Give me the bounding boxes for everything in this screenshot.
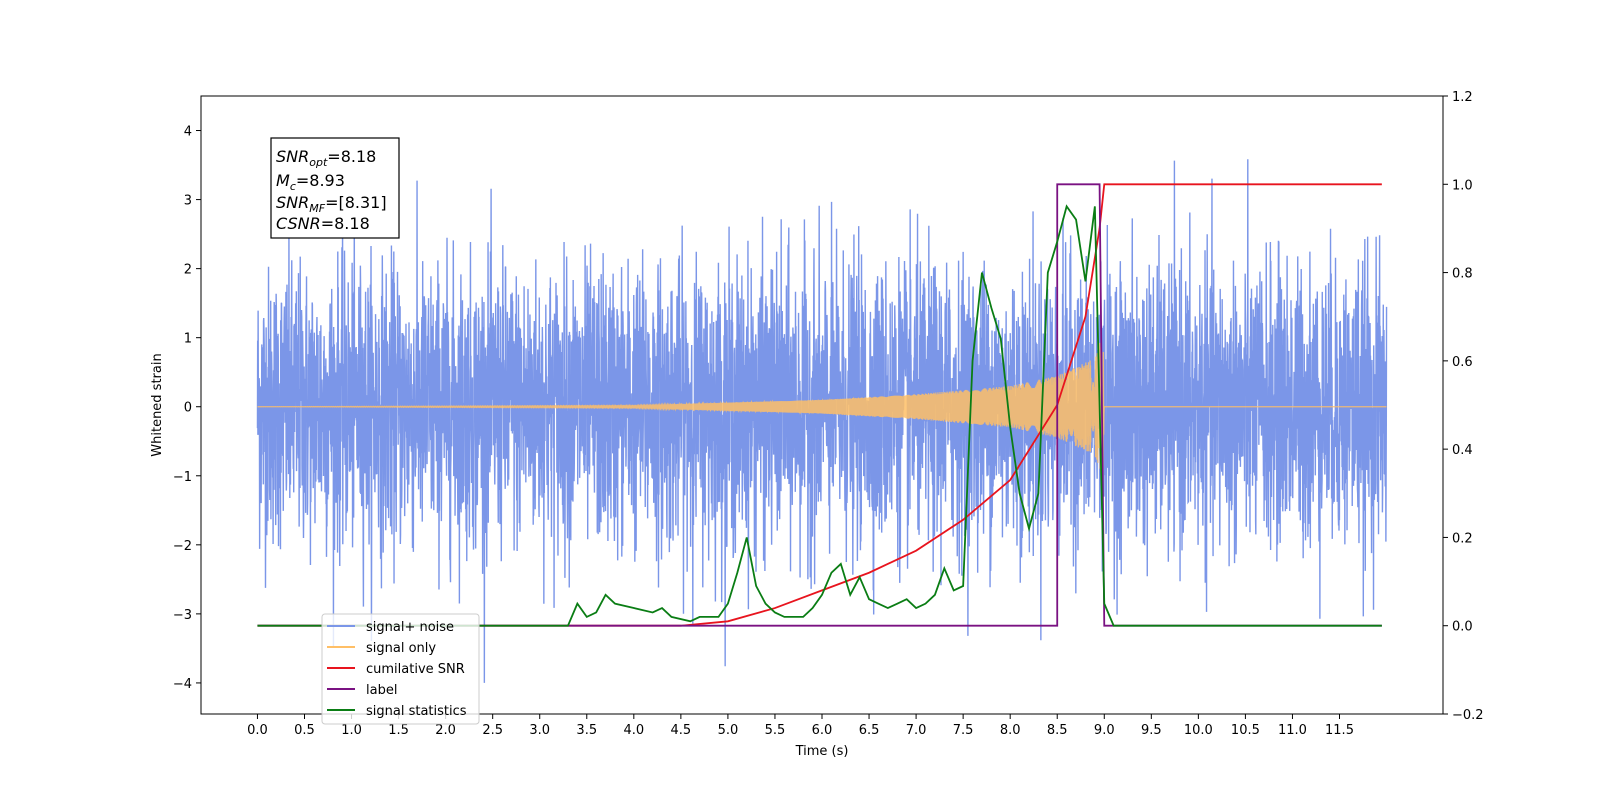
stats-symbol: M — [276, 171, 290, 190]
x-tick-label: 6.5 — [859, 723, 880, 738]
stats-value: =8.93 — [296, 171, 345, 190]
x-tick-label: 11.5 — [1325, 723, 1354, 738]
x-tick-label: 2.0 — [435, 723, 456, 738]
x-tick-label: 0.0 — [247, 723, 268, 738]
stats-symbol: SNR — [276, 147, 309, 166]
x-tick-label: 7.5 — [953, 723, 974, 738]
stats-value: =8.18 — [327, 147, 376, 166]
stats-box-frame — [270, 137, 400, 239]
stats-symbol: SNR — [276, 193, 309, 212]
x-tick-label: 8.0 — [1000, 723, 1021, 738]
y-axis-label: Whitened strain — [150, 353, 165, 456]
y-right-tick-label: 1.2 — [1452, 90, 1473, 105]
series-line-cumilative-snr — [257, 183, 1382, 627]
legend-label-signal-noise: signal+ noise — [366, 620, 454, 635]
legend-label-cumilative-snr: cumilative SNR — [366, 662, 465, 677]
y-right-tick-label: 0.4 — [1452, 443, 1473, 458]
y-right-tick-label: 0.2 — [1452, 531, 1473, 546]
stats-line-snr-opt: SNRopt=8.18 — [276, 147, 376, 169]
axis-ticks: 0.0 0.5 1.0 1.5 2.0 2.5 3.0 3.5 4.0 4.5 5.0 5.5 6.0 6… — [173, 90, 1484, 738]
stats-value: =8.18 — [321, 214, 370, 233]
stats-line-snr-mf: SNRMF=[8.31] — [276, 193, 387, 215]
stats-line-mc: Mc=8.93 — [276, 171, 345, 193]
x-tick-label: 5.5 — [765, 723, 786, 738]
series-line-signal-noise — [256, 159, 1388, 683]
x-tick-label: 4.5 — [671, 723, 692, 738]
series-group — [256, 159, 1388, 683]
y-left-tick-label: 0 — [184, 401, 192, 416]
y-left-tick-label: −3 — [173, 608, 192, 623]
plot-area — [256, 159, 1388, 683]
stats-subscript: c — [290, 180, 296, 193]
stats-subscript: MF — [309, 202, 325, 215]
x-tick-label: 5.0 — [718, 723, 739, 738]
y-right-tick-label: 1.0 — [1452, 178, 1473, 193]
y-right-tick-label: −0.2 — [1452, 708, 1484, 723]
y-left-tick-label: −2 — [173, 539, 192, 554]
series-line-signal-only — [257, 342, 1387, 482]
x-tick-label: 2.5 — [482, 723, 503, 738]
y-left-tick-label: 2 — [184, 263, 192, 278]
x-tick-label: 1.5 — [388, 723, 409, 738]
x-tick-label: 1.0 — [341, 723, 362, 738]
stats-subscript: opt — [309, 156, 328, 169]
x-tick-label: 8.5 — [1047, 723, 1068, 738]
legend-label-signal-statistics: signal statistics — [366, 704, 467, 719]
x-tick-label: 0.5 — [294, 723, 315, 738]
y-right-tick-label: 0.6 — [1452, 355, 1473, 370]
x-tick-label: 3.0 — [529, 723, 550, 738]
x-tick-label: 9.5 — [1141, 723, 1162, 738]
y-right-tick-label: 0.8 — [1452, 267, 1473, 282]
y-left-tick-label: 3 — [184, 194, 192, 209]
stats-value: =[8.31] — [325, 193, 387, 212]
x-axis-label: Time (s) — [795, 744, 849, 759]
x-tick-label: 7.0 — [906, 723, 927, 738]
x-tick-label: 6.0 — [812, 723, 833, 738]
x-tick-label: 9.0 — [1094, 723, 1115, 738]
x-tick-label: 10.0 — [1184, 723, 1213, 738]
x-tick-label: 10.5 — [1231, 723, 1260, 738]
stats-symbol: CSNR — [276, 214, 321, 233]
legend-label-label: label — [366, 683, 397, 698]
series-line-signal-statistics — [257, 204, 1382, 627]
y-left-tick-label: 4 — [184, 125, 192, 140]
stats-line-csnr: CSNR=8.18 — [276, 214, 370, 233]
y-right-tick-label: 0.0 — [1452, 620, 1473, 635]
y-left-tick-label: 1 — [184, 332, 192, 347]
x-tick-label: 11.0 — [1278, 723, 1307, 738]
y-left-tick-label: −4 — [173, 677, 192, 692]
legend-label-signal-only: signal only — [366, 641, 436, 656]
y-left-tick-label: −1 — [173, 470, 192, 485]
legend: signal+ noise signal only cumilative SNR la… — [321, 613, 480, 725]
x-tick-label: 4.0 — [623, 723, 644, 738]
legend-frame — [321, 613, 480, 725]
x-tick-label: 3.5 — [576, 723, 597, 738]
